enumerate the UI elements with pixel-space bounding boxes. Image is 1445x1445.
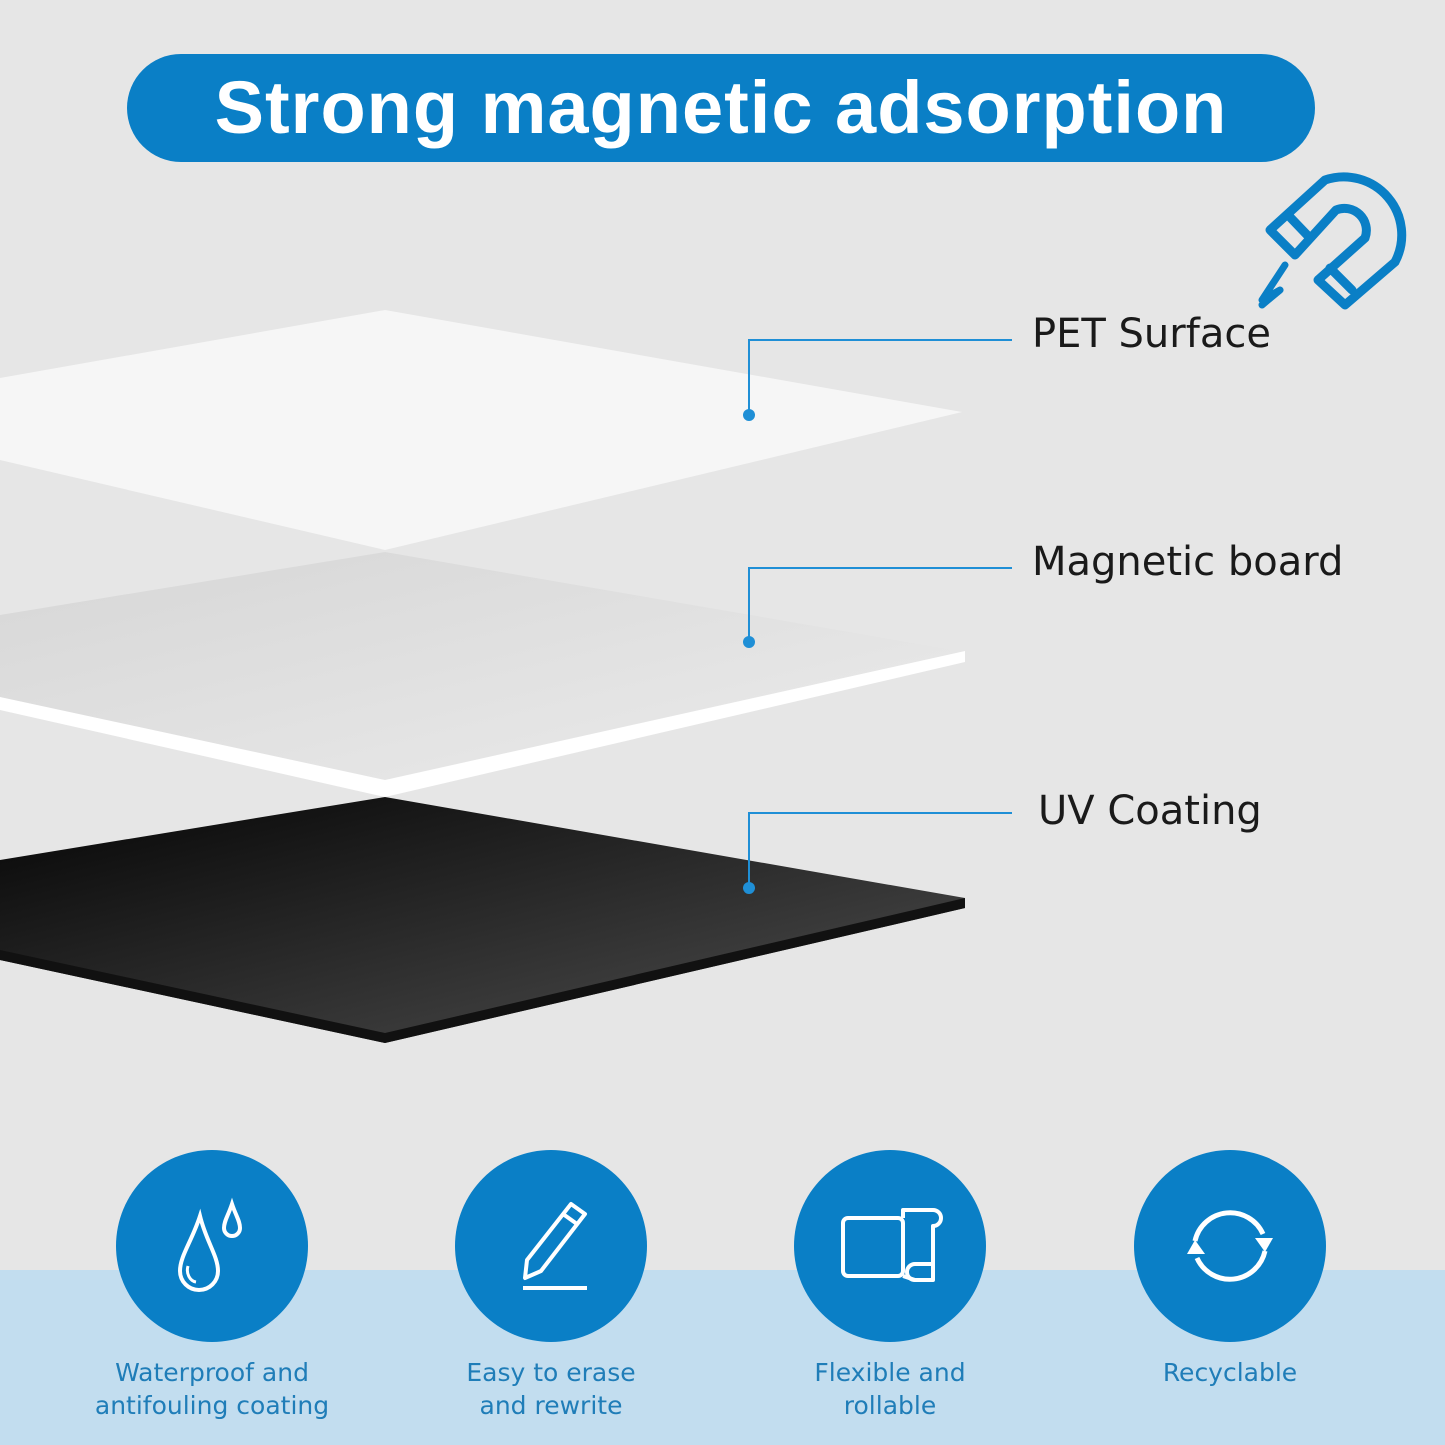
feature-label: Easy to erase and rewrite — [466, 1358, 636, 1420]
pencil-icon — [455, 1150, 647, 1342]
pet-surface-layer — [0, 310, 962, 550]
feature-label: Recyclable — [1162, 1358, 1298, 1387]
label-uv-coating: UV Coating — [1038, 788, 1262, 834]
leader-dot-pet — [743, 409, 755, 421]
leader-line-magnetic — [748, 567, 1012, 642]
water-drops-icon — [116, 1150, 308, 1342]
roll-icon — [794, 1150, 986, 1342]
leader-line-pet — [748, 339, 1012, 415]
feature-erase: Easy to erase and rewrite — [421, 1150, 681, 1422]
leader-dot-uv — [743, 882, 755, 894]
magnetic-board-layer — [0, 552, 965, 797]
magnet-icon — [1258, 172, 1407, 310]
feature-rollable: Flexible and rollable — [760, 1150, 1020, 1422]
feature-waterproof: Waterproof and antifouling coating — [82, 1150, 342, 1422]
page-title: Strong magnetic adsorption — [127, 54, 1315, 162]
uv-coating-layer — [0, 797, 965, 1043]
recycle-arrows-icon — [1134, 1150, 1326, 1342]
label-pet-surface: PET Surface — [1032, 311, 1271, 357]
feature-label: Flexible and rollable — [814, 1358, 966, 1420]
leader-dot-magnetic — [743, 636, 755, 648]
leader-line-uv — [748, 812, 1012, 888]
label-magnetic-board: Magnetic board — [1032, 539, 1344, 585]
feature-recyclable: Recyclable — [1100, 1150, 1360, 1389]
feature-label: Waterproof and antifouling coating — [94, 1358, 330, 1420]
